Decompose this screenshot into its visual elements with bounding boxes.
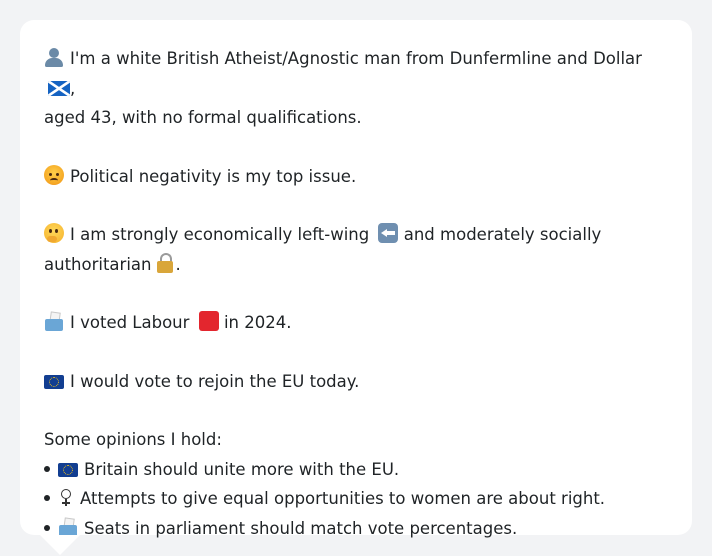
vote-paragraph: I voted Labour in 2024. [44, 308, 668, 338]
opinion-text: Attempts to give equal opportunities to … [80, 489, 606, 508]
vote-year-text: in 2024. [223, 313, 292, 332]
social-text-line2: authoritarian [44, 254, 152, 274]
ballot-box-icon [44, 311, 64, 331]
bullet-icon [44, 495, 50, 501]
list-item: Attempts to give equal opportunities to … [44, 484, 668, 514]
identity-text: I'm a white British Atheist/Agnostic man… [70, 49, 642, 68]
scotland-flag-icon [48, 80, 70, 96]
bullet-icon [44, 524, 50, 531]
opinion-text: Seats in parliament should match vote pe… [84, 518, 518, 538]
female-sign-icon [58, 487, 74, 507]
eu-flag-icon [58, 462, 78, 477]
list-item: Seats in parliament should match vote pe… [44, 514, 668, 544]
thinking-face-icon [44, 223, 64, 243]
opinions-list: Britain should unite more with the EU. A… [44, 455, 668, 544]
ideology-period: . [175, 254, 181, 274]
economic-text: I am strongly economically left-wing [70, 225, 370, 244]
eu-text: I would vote to rejoin the EU today. [70, 371, 360, 391]
eu-flag-icon [44, 374, 64, 389]
opinions-heading: Some opinions I hold: [44, 430, 222, 449]
ballot-box-icon [58, 516, 78, 537]
top-issue-paragraph: Political negativity is my top issue. [44, 162, 668, 192]
bullet-icon [44, 465, 50, 472]
red-square-icon [198, 311, 219, 331]
identity-comma: , [70, 78, 76, 98]
list-item: Britain should unite more with the EU. [44, 455, 668, 485]
identity-text-line2: aged 43, with no formal qualifications. [44, 108, 362, 127]
speech-bubble-tail [40, 535, 80, 555]
ideology-paragraph: I am strongly economically left-wing and… [44, 220, 668, 279]
eu-paragraph: I would vote to rejoin the EU today. [44, 367, 668, 397]
vote-text: I voted Labour [70, 313, 190, 332]
opinion-text: Britain should unite more with the EU. [84, 459, 400, 479]
padlock-icon [155, 252, 175, 273]
left-arrow-icon [378, 223, 399, 243]
identity-paragraph: I'm a white British Atheist/Agnostic man… [44, 44, 668, 133]
profile-card: I'm a white British Atheist/Agnostic man… [20, 20, 692, 538]
top-issue-text: Political negativity is my top issue. [70, 166, 357, 186]
person-icon [44, 47, 64, 67]
social-text: and moderately socially [403, 225, 602, 244]
opinions-section: Some opinions I hold: Britain should uni… [44, 425, 668, 543]
angry-face-icon [44, 164, 64, 185]
